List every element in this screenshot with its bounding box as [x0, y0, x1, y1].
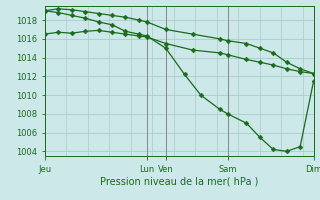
X-axis label: Pression niveau de la mer( hPa ): Pression niveau de la mer( hPa ) — [100, 177, 258, 187]
